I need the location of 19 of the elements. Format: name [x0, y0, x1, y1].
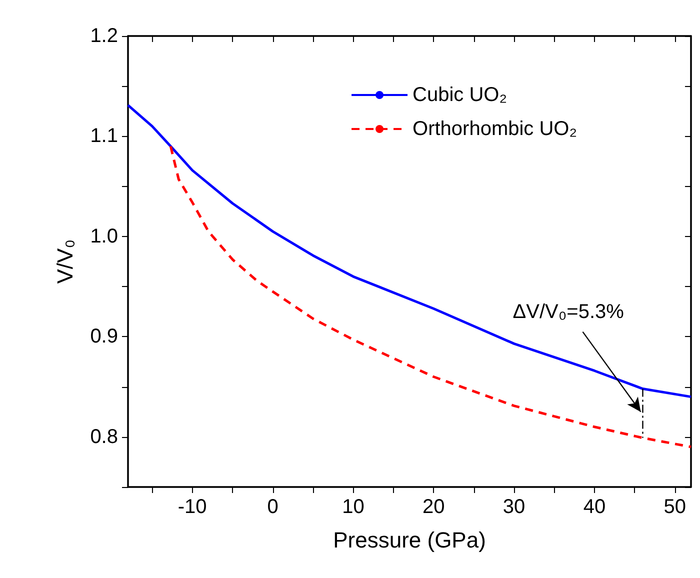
x-tick-label: 0 [267, 496, 278, 518]
x-tick-label: 20 [422, 496, 445, 518]
y-tick-label: 0.9 [90, 326, 118, 348]
y-tick-label: 0.8 [90, 426, 118, 448]
x-tick-label: 30 [502, 496, 526, 518]
legend-label: Cubic UO₂ [412, 84, 507, 106]
legend-label: Orthorhombic UO₂ [412, 118, 578, 140]
y-tick-label: 1.1 [90, 125, 118, 148]
x-tick-label: 50 [664, 496, 686, 518]
y-tick-label: 1.0 [90, 225, 118, 248]
x-tick-label: 10 [342, 496, 364, 518]
x-axis-title: Pressure (GPa) [333, 528, 486, 552]
annotation: ΔV/V₀=5.3% [512, 300, 624, 323]
y-axis-title: V/V₀ [52, 239, 78, 284]
x-tick-label: -10 [178, 496, 207, 518]
line-series [126, 104, 692, 398]
x-tick-label: 40 [583, 496, 606, 518]
line-series [169, 144, 692, 448]
y-tick-label: 1.2 [90, 25, 118, 47]
